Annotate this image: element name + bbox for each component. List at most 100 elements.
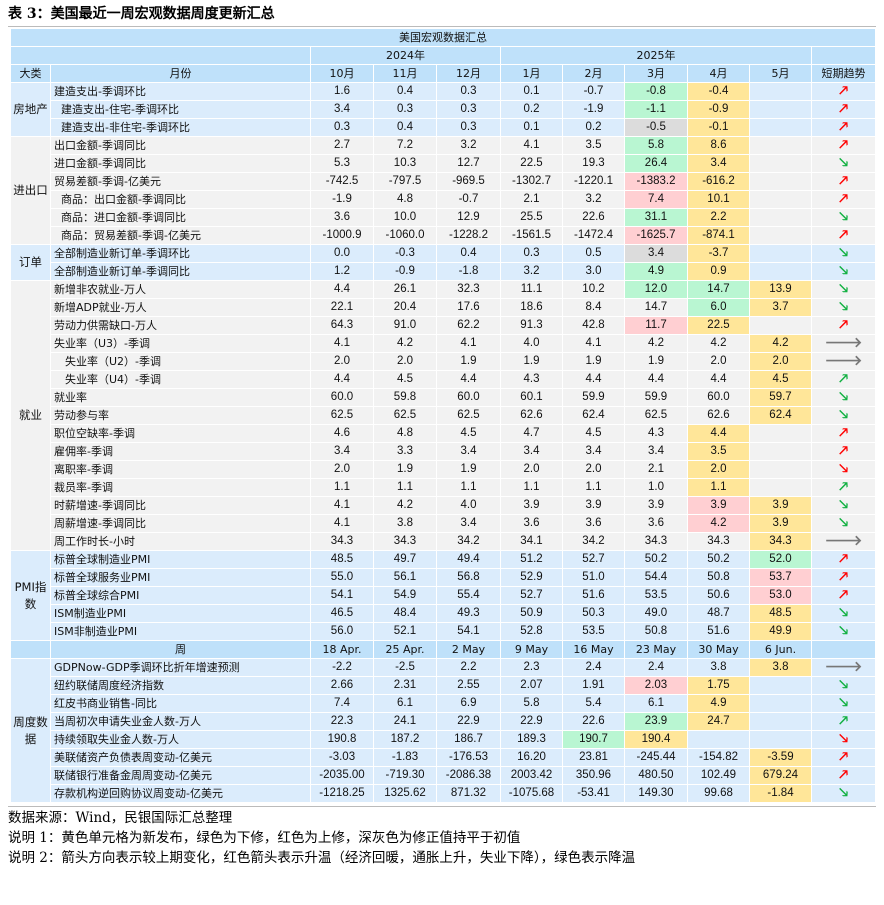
- value-cell: 4.2: [687, 514, 750, 533]
- value-cell: -797.5: [373, 172, 437, 191]
- table-row: 贸易差额-季调-亿美元 -742.5 -797.5 -969.5 -1302.7 -122…: [11, 172, 876, 191]
- value-cell: 59.9: [624, 388, 688, 407]
- indicator-label: ISM制造业PMI: [50, 604, 311, 623]
- trend-arrow-icon: 🡕: [838, 100, 849, 117]
- value-cell: 11.1: [500, 280, 563, 299]
- trend-cell: 🡖: [811, 388, 876, 407]
- value-cell: 3.9: [562, 496, 625, 515]
- value-cell: 0.3: [436, 118, 501, 137]
- value-cell: 64.3: [310, 316, 374, 335]
- value-cell: 4.8: [373, 424, 437, 443]
- trend-arrow-icon: 🡒: [824, 334, 863, 351]
- value-cell: 0.1: [500, 118, 563, 137]
- trend-arrow-icon: 🡕: [838, 190, 849, 207]
- trend-arrow-icon: 🡖: [838, 244, 849, 261]
- table-row: 劳动力供需缺口-万人 64.3 91.0 62.2 91.3 42.8 11.7 22.5 🡕: [11, 316, 876, 335]
- value-cell: 59.9: [562, 388, 625, 407]
- trend-cell: 🡖: [811, 154, 876, 173]
- value-cell: 1.9: [436, 460, 501, 479]
- trend-cell: 🡖: [811, 730, 876, 749]
- value-cell: 16.20: [500, 748, 563, 767]
- table-caption: 表 3：美国最近一周宏观数据周度更新汇总: [8, 5, 876, 27]
- value-cell: 1.9: [436, 352, 501, 371]
- table-row: 周度数据 GDPNow-GDP季调环比折年增速预测 -2.2 -2.5 2.2 2.3 2.…: [10, 658, 876, 803]
- indicator-label: 劳动参与率: [50, 406, 311, 425]
- trend-arrow-icon: 🡖: [838, 694, 849, 711]
- value-cell: 3.4: [500, 442, 563, 461]
- value-cell: 14.7: [624, 298, 688, 317]
- value-cell: 2.0: [562, 460, 625, 479]
- value-cell: 48.4: [373, 604, 437, 623]
- value-cell: [749, 190, 812, 209]
- value-cell: [749, 262, 812, 281]
- value-cell: 48.7: [687, 604, 750, 623]
- value-cell: 22.6: [562, 712, 625, 731]
- value-cell: 679.24: [749, 766, 812, 785]
- value-cell: 26.1: [373, 280, 437, 299]
- table-row: 房地产 建造支出-季调环比 1.6 0.4 0.3 0.1 -0.7 -0.8 -0.4 🡕: [10, 82, 876, 137]
- value-cell: 4.9: [687, 694, 750, 713]
- value-cell: 4.5: [562, 424, 625, 443]
- indicator-label: 全部制造业新订单-季调同比: [50, 262, 311, 281]
- blank-header: [811, 46, 876, 65]
- value-cell: 4.6: [310, 424, 374, 443]
- trend-arrow-icon: 🡕: [838, 586, 849, 603]
- value-cell: [749, 478, 812, 497]
- blank-header: [10, 640, 51, 659]
- value-cell: 62.5: [373, 406, 437, 425]
- trend-cell: 🡕: [811, 424, 876, 443]
- value-cell: 24.7: [687, 712, 750, 731]
- page: 表 3：美国最近一周宏观数据周度更新汇总 美国宏观数据汇总 2024年 2025年…: [8, 5, 876, 868]
- header-week-3: 2 May: [436, 640, 501, 659]
- value-cell: 1.9: [373, 460, 437, 479]
- value-cell: 3.4: [436, 442, 501, 461]
- indicator-label: 时薪增速-季调同比: [50, 496, 311, 515]
- value-cell: 10.3: [373, 154, 437, 173]
- value-cell: 5.4: [562, 694, 625, 713]
- value-cell: 2.66: [310, 676, 374, 695]
- value-cell: 0.4: [436, 244, 501, 263]
- value-cell: 60.0: [687, 388, 750, 407]
- trend-arrow-icon: 🡒: [824, 352, 863, 369]
- value-cell: -1.83: [373, 748, 437, 767]
- trend-cell: 🡖: [811, 406, 876, 425]
- header-month-3: 12月: [436, 64, 501, 83]
- trend-arrow-icon: 🡕: [838, 136, 849, 153]
- trend-cell: 🡕: [811, 550, 876, 569]
- value-cell: 6.0: [687, 298, 750, 317]
- value-cell: 4.3: [500, 370, 563, 389]
- trend-arrow-icon: 🡕: [838, 748, 849, 765]
- value-cell: [749, 730, 812, 749]
- value-cell: 6.1: [624, 694, 688, 713]
- value-cell: 4.8: [373, 190, 437, 209]
- value-cell: 6.1: [373, 694, 437, 713]
- header-month-1: 10月: [310, 64, 374, 83]
- value-cell: [749, 136, 812, 155]
- notes: 数据来源：Wind，民银国际汇总整理 说明 1：黄色单元格为新发布，绿色为下修，…: [8, 806, 876, 868]
- value-cell: 4.1: [500, 136, 563, 155]
- value-cell: 4.4: [687, 370, 750, 389]
- value-cell: 49.0: [624, 604, 688, 623]
- header-month-8: 5月: [749, 64, 812, 83]
- value-cell: 1.2: [310, 262, 374, 281]
- trend-cell: 🡕: [811, 568, 876, 587]
- value-cell: 4.5: [749, 370, 812, 389]
- value-cell: 49.3: [436, 604, 501, 623]
- value-cell: 0.2: [500, 100, 563, 119]
- indicator-label: 失业率（U3）-季调: [50, 334, 311, 353]
- header-month-2: 11月: [373, 64, 437, 83]
- value-cell: 190.8: [310, 730, 374, 749]
- value-cell: 3.8: [687, 658, 750, 677]
- table-row: PMI指数 标普全球制造业PMI 48.5 49.7 49.4 51.2 52.7 50.2 5…: [10, 550, 876, 641]
- trend-cell: 🡖: [811, 496, 876, 515]
- table-row: 职位空缺率-季调 4.6 4.8 4.5 4.7 4.5 4.3 4.4 🡕: [11, 424, 876, 443]
- value-cell: -176.53: [436, 748, 501, 767]
- trend-cell: 🡕: [811, 478, 876, 497]
- indicator-label: 标普全球制造业PMI: [50, 550, 311, 569]
- value-cell: -1218.25: [310, 784, 374, 803]
- value-cell: 190.4: [624, 730, 688, 749]
- table-row: 裁员率-季调 1.1 1.1 1.1 1.1 1.1 1.0 1.1 🡕: [11, 478, 876, 497]
- table-row: 建造支出-非住宅-季调环比 0.3 0.4 0.3 0.1 0.2 -0.5 -0.1 🡕: [11, 118, 876, 137]
- value-cell: [749, 244, 812, 263]
- value-cell: -0.1: [687, 118, 750, 137]
